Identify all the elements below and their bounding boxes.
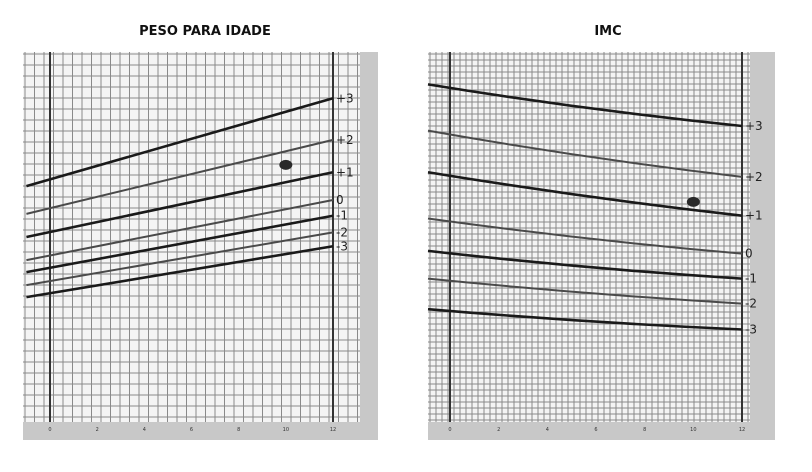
curve-label-minus3: -3 — [745, 323, 757, 337]
data-point — [279, 159, 293, 170]
curve-label-0: 0 — [745, 247, 753, 261]
curve-line-plus3 — [26, 97, 334, 188]
chart-title-imc: IMC — [594, 24, 622, 39]
x-tick-label: 4 — [546, 427, 549, 433]
curve-line-0 — [26, 199, 334, 262]
curve-label-plus2: +2 — [336, 133, 354, 147]
x-tick-label: 0 — [448, 427, 451, 433]
curve-line-plus1 — [427, 170, 743, 218]
chart-title-peso-para-idade: PESO PARA IDADE — [139, 24, 271, 39]
x-tick-label: 2 — [497, 427, 500, 433]
curve-label-plus1: +1 — [745, 209, 763, 223]
x-tick-label: 6 — [190, 427, 193, 433]
curve-line-minus3 — [26, 244, 334, 299]
curve-line-plus1 — [26, 170, 334, 239]
curve-label-plus1: +1 — [336, 165, 354, 179]
chart-panel-right: +3 +2 +1 0 -1 -2 -3 0 2 4 6 8 10 12 — [427, 52, 775, 440]
curve-label-minus2: -2 — [745, 297, 757, 311]
curve-label-plus3: +3 — [745, 119, 763, 133]
x-tick-label: 12 — [330, 427, 336, 433]
curve-label-0: 0 — [336, 193, 344, 207]
curve-line-plus2 — [427, 129, 743, 178]
x-tick-label: 12 — [739, 427, 745, 433]
curve-line-0 — [427, 217, 743, 255]
curve-line-minus2 — [26, 231, 334, 287]
chart-panel-left: +3 +2 +1 0 -1 -2-3 0 2 4 6 8 10 12 — [23, 52, 378, 440]
x-tick-label: 10 — [283, 427, 289, 433]
x-tick-label: 6 — [594, 427, 597, 433]
x-tick-label: 4 — [143, 427, 146, 433]
curve-label-minus3: -3 — [336, 239, 348, 253]
x-tick-label: 10 — [690, 427, 696, 433]
curve-line-minus2 — [427, 277, 743, 305]
data-point — [686, 196, 700, 207]
curve-line-plus2 — [26, 138, 334, 215]
curve-label-minus1: -1 — [336, 209, 348, 223]
curve-label-plus2: +2 — [745, 170, 763, 184]
curve-line-plus3 — [427, 83, 743, 128]
curve-line-minus1 — [26, 214, 334, 274]
curve-label-minus1: -1 — [745, 272, 757, 286]
x-tick-label: 8 — [643, 427, 646, 433]
curve-line-minus1 — [427, 249, 743, 280]
x-tick-label: 8 — [237, 427, 240, 433]
x-tick-label: 0 — [48, 427, 51, 433]
curve-label-plus3: +3 — [336, 91, 354, 105]
curve-line-minus3 — [427, 307, 743, 331]
curve-label-minus2: -2 — [336, 225, 348, 239]
x-tick-label: 2 — [96, 427, 99, 433]
